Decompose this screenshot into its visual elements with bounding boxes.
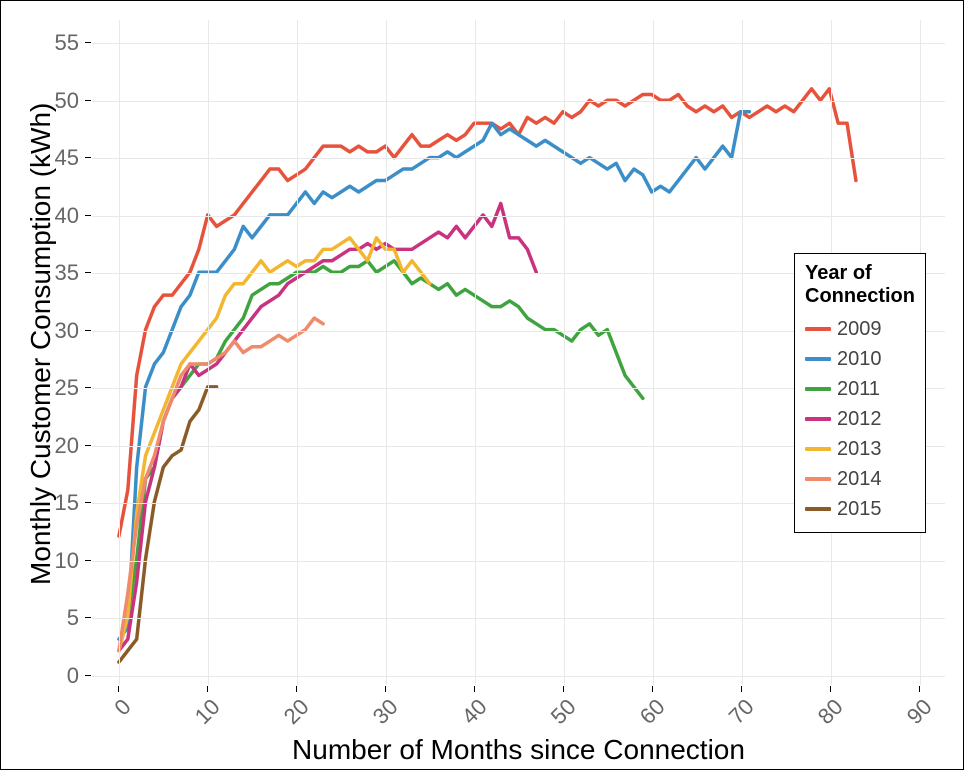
legend-label: 2012: [837, 404, 882, 434]
y-tick-mark: [85, 42, 91, 43]
legend-item-2013: 2013: [805, 434, 915, 464]
grid-line-horizontal: [92, 158, 945, 159]
y-tick-label: 0: [67, 663, 79, 689]
x-tick-label: 20: [279, 694, 315, 730]
x-tick-mark: [296, 686, 297, 692]
grid-line-vertical: [475, 20, 476, 685]
grid-line-vertical: [653, 20, 654, 685]
legend-item-2009: 2009: [805, 314, 915, 344]
legend-swatch: [805, 417, 831, 421]
legend-label: 2011: [837, 374, 880, 404]
grid-line-vertical: [564, 20, 565, 685]
y-tick-label: 40: [55, 203, 79, 229]
x-tick-label: 0: [109, 694, 136, 721]
x-tick-mark: [830, 686, 831, 692]
legend-label: 2013: [837, 434, 882, 464]
y-tick-mark: [85, 100, 91, 101]
legend-item-2010: 2010: [805, 344, 915, 374]
x-tick-mark: [919, 686, 920, 692]
x-tick-label: 40: [457, 694, 493, 730]
x-tick-label: 70: [724, 694, 760, 730]
x-tick-label: 60: [635, 694, 671, 730]
grid-line-horizontal: [92, 216, 945, 217]
grid-line-horizontal: [92, 101, 945, 102]
x-tick-mark: [207, 686, 208, 692]
grid-line-vertical: [386, 20, 387, 685]
x-tick-mark: [652, 686, 653, 692]
legend-swatch: [805, 387, 831, 391]
legend-swatch: [805, 507, 831, 511]
y-tick-label: 50: [55, 88, 79, 114]
x-tick-mark: [118, 686, 119, 692]
grid-line-horizontal: [92, 561, 945, 562]
y-tick-mark: [85, 272, 91, 273]
series-line-2009: [119, 89, 856, 536]
legend-label: 2015: [837, 494, 882, 524]
y-tick-label: 20: [55, 433, 79, 459]
legend-title-line1: Year of: [805, 262, 872, 284]
legend-label: 2010: [837, 344, 882, 374]
legend-swatch: [805, 447, 831, 451]
y-tick-label: 15: [55, 490, 79, 516]
y-tick-mark: [85, 330, 91, 331]
legend-item-2015: 2015: [805, 494, 915, 524]
y-tick-label: 10: [55, 548, 79, 574]
y-tick-label: 25: [55, 375, 79, 401]
legend-swatch: [805, 357, 831, 361]
x-tick-label: 90: [902, 694, 938, 730]
y-tick-mark: [85, 387, 91, 388]
y-tick-label: 45: [55, 145, 79, 171]
legend-label: 2014: [837, 464, 882, 494]
y-tick-mark: [85, 617, 91, 618]
grid-line-horizontal: [92, 676, 945, 677]
y-tick-mark: [85, 560, 91, 561]
y-tick-mark: [85, 675, 91, 676]
x-tick-label: 50: [546, 694, 582, 730]
grid-line-horizontal: [92, 43, 945, 44]
x-tick-mark: [563, 686, 564, 692]
x-tick-mark: [474, 686, 475, 692]
legend-item-2012: 2012: [805, 404, 915, 434]
chart-container: Monthly Customer Consumption (kWh) Numbe…: [0, 0, 964, 770]
grid-line-vertical: [119, 20, 120, 685]
grid-line-horizontal: [92, 618, 945, 619]
x-tick-mark: [741, 686, 742, 692]
y-tick-label: 55: [55, 30, 79, 56]
y-tick-mark: [85, 157, 91, 158]
x-tick-label: 30: [368, 694, 404, 730]
y-tick-label: 30: [55, 318, 79, 344]
y-tick-mark: [85, 445, 91, 446]
legend-title-line2: Connection: [805, 285, 915, 307]
legend: Year of Connection 200920102011201220132…: [794, 253, 926, 533]
legend-item-2011: 2011: [805, 374, 915, 404]
x-tick-label: 80: [813, 694, 849, 730]
legend-swatch: [805, 477, 831, 481]
y-tick-label: 35: [55, 260, 79, 286]
legend-label: 2009: [837, 314, 882, 344]
grid-line-vertical: [297, 20, 298, 685]
grid-line-vertical: [208, 20, 209, 685]
legend-title: Year of Connection: [805, 262, 915, 308]
x-tick-label: 10: [189, 694, 225, 730]
legend-item-2014: 2014: [805, 464, 915, 494]
x-tick-mark: [385, 686, 386, 692]
x-axis-title: Number of Months since Connection: [269, 734, 769, 766]
y-tick-label: 5: [67, 605, 79, 631]
y-axis-title: Monthly Customer Consumption (kWh): [25, 125, 57, 585]
y-tick-mark: [85, 215, 91, 216]
grid-line-vertical: [742, 20, 743, 685]
y-tick-mark: [85, 502, 91, 503]
legend-swatch: [805, 327, 831, 331]
